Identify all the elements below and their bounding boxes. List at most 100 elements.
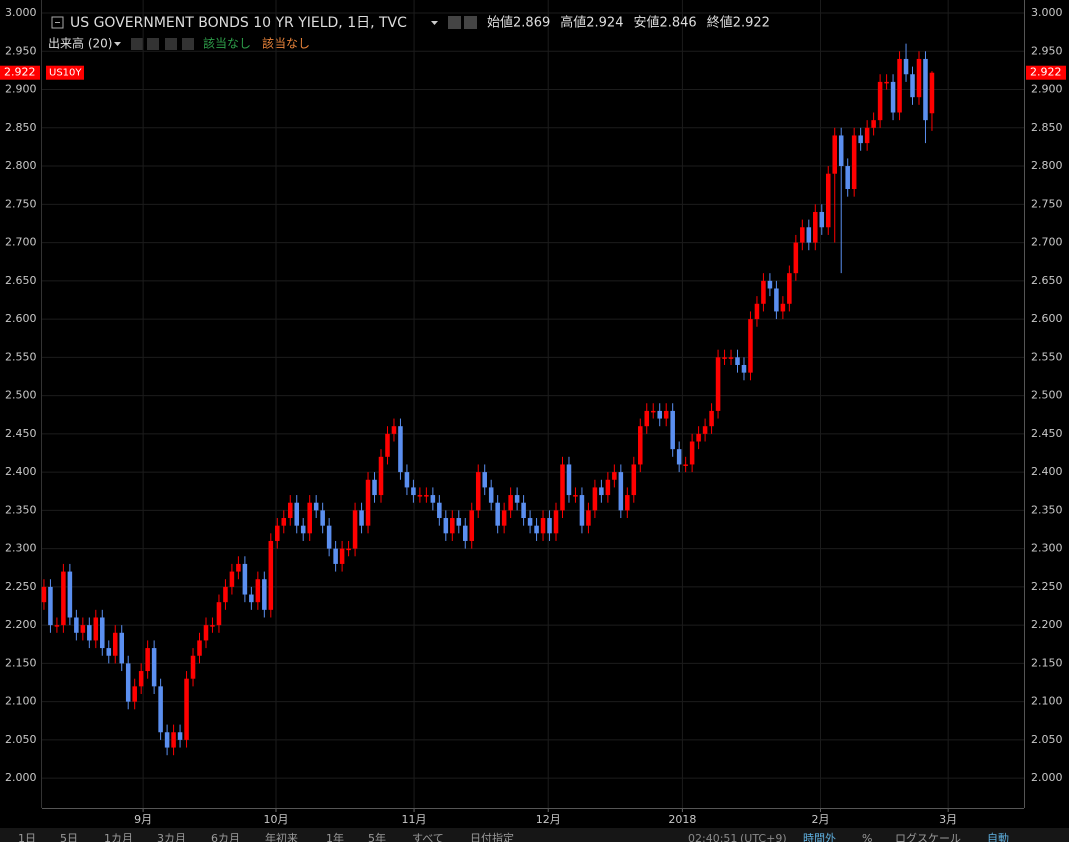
indicator-icon[interactable] (182, 38, 194, 50)
candle-body (514, 495, 520, 503)
chart-title: US GOVERNMENT BONDS 10 YR YIELD, 1日, TVC (70, 15, 407, 31)
candle-body (851, 135, 857, 190)
candle-body (618, 472, 624, 511)
price-tag-label: 2.922 (4, 66, 36, 79)
y-tick-label: 3.000 (5, 6, 37, 19)
candle-body (138, 671, 144, 687)
candle-body (41, 586, 47, 603)
candle-body (106, 648, 112, 656)
y-tick-label: 3.000 (1031, 6, 1063, 19)
candle-body (631, 464, 637, 496)
range-button[interactable]: 6カ月 (211, 832, 240, 842)
candle-body (145, 648, 150, 672)
y-tick-label: 2.350 (1031, 503, 1063, 516)
candle-body (560, 464, 565, 511)
candle-body (696, 433, 701, 442)
y-tick-label: 2.900 (5, 83, 37, 96)
range-button[interactable]: 5日 (60, 832, 78, 842)
ohlc-value: 2.846 (659, 16, 696, 31)
timezone: (UTC+9) (740, 832, 787, 842)
title-menu-arrow[interactable] (431, 21, 438, 25)
y-tick-label: 2.600 (1031, 312, 1063, 325)
candle-body (475, 472, 481, 511)
session-button[interactable]: 時間外 (803, 832, 836, 842)
volume-label: 出来高 (20) (48, 36, 112, 51)
y-tick-label: 2.950 (1031, 44, 1063, 57)
candle-body (132, 686, 137, 702)
candle-body (80, 625, 86, 633)
candle-body (177, 732, 183, 740)
candle-body (87, 625, 92, 641)
y-tick-label: 2.800 (5, 159, 37, 172)
candle-body (450, 518, 455, 534)
candle-body (748, 319, 753, 373)
candle-body (391, 426, 397, 434)
y-tick-label: 2.700 (1031, 236, 1063, 249)
candle-body (761, 280, 766, 304)
ohlc-value: 2.924 (586, 16, 623, 31)
candle-body (112, 632, 118, 656)
range-button[interactable]: 1年 (326, 831, 344, 842)
indicator-icon[interactable] (147, 38, 159, 50)
x-tick-label: 12月 (536, 813, 561, 826)
collapse-icon[interactable] (51, 16, 64, 29)
settings-icon[interactable] (464, 16, 477, 29)
ohlc-label: 高値 (560, 15, 586, 31)
candle-body (800, 227, 805, 243)
range-button[interactable]: 5年 (368, 831, 386, 842)
candle-body (579, 495, 585, 526)
candle-body (508, 495, 513, 511)
candle-body (877, 81, 883, 121)
candle-body (294, 502, 300, 526)
y-tick-label: 2.900 (1031, 83, 1063, 96)
candle-body (586, 510, 591, 526)
range-button[interactable]: 日付指定 (470, 831, 514, 842)
y-tick-label: 2.100 (1031, 695, 1063, 708)
candle-body (158, 686, 163, 733)
candle-body (806, 227, 812, 243)
candle-body (119, 632, 124, 664)
range-button[interactable]: 1日 (18, 832, 36, 842)
candle-body (456, 518, 462, 526)
y-tick-label: 2.850 (1031, 121, 1063, 134)
candle-body (657, 410, 662, 419)
candle-body (385, 433, 390, 457)
candle-body (819, 211, 825, 228)
range-button[interactable]: 1カ月 (104, 832, 133, 842)
range-button[interactable]: 年初来 (265, 831, 298, 842)
x-tick-label: 11月 (402, 813, 427, 826)
indicator-icon[interactable] (131, 38, 143, 50)
auto-button[interactable]: 自動 (987, 831, 1009, 842)
candle-body (229, 571, 235, 587)
volume-menu-arrow[interactable] (114, 42, 121, 46)
candle-body (203, 625, 209, 641)
candle-body (676, 449, 682, 465)
candle-body (741, 364, 747, 373)
candle-body (534, 525, 539, 534)
candle-body (151, 648, 157, 687)
candle-body (605, 479, 611, 496)
candle-body (249, 594, 254, 603)
percent-button[interactable]: % (862, 832, 872, 842)
candle-body (359, 510, 364, 526)
candle-body (242, 563, 248, 595)
candle-body (547, 518, 552, 534)
log-button[interactable]: ログスケール (895, 831, 961, 842)
y-tick-label: 2.700 (5, 236, 37, 249)
candle-body (916, 58, 922, 98)
candle-body (190, 655, 196, 679)
settings-icon[interactable] (448, 16, 461, 29)
x-tick-label: 10月 (263, 813, 288, 826)
range-button[interactable]: 3カ月 (157, 832, 186, 842)
candle-body (663, 410, 669, 419)
indicator-icon[interactable] (165, 38, 177, 50)
candle-body (417, 495, 423, 497)
candle-body (787, 273, 792, 304)
candle-body (171, 732, 176, 748)
y-tick-label: 2.800 (1031, 159, 1063, 172)
candle-body (313, 502, 319, 511)
candle-body (793, 242, 799, 274)
range-button[interactable]: すべて (412, 832, 444, 842)
candle-body (858, 135, 863, 144)
